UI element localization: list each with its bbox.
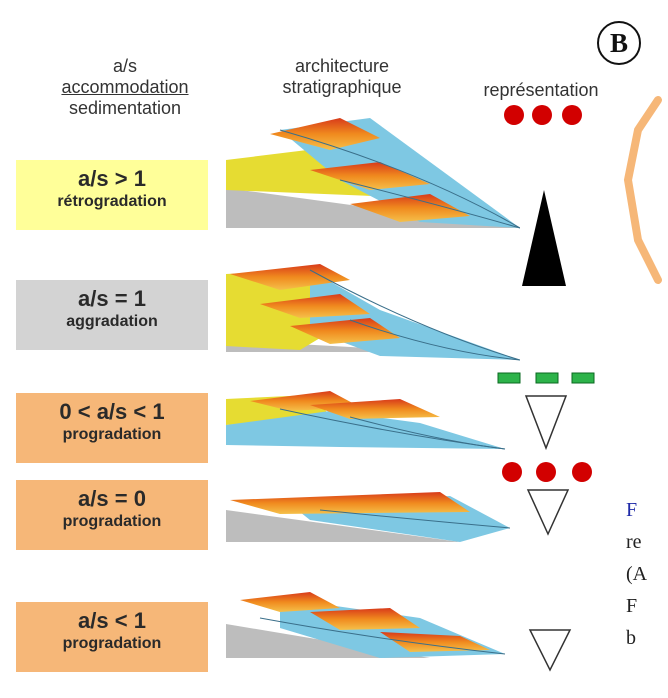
type-text: aggradation: [66, 313, 158, 330]
basement: [226, 510, 460, 542]
header-accommodation: a/s accommodation sedimentation: [40, 56, 210, 119]
header-architecture-line1: architecture: [294, 56, 390, 76]
red-dot-icon: [562, 105, 582, 125]
architecture-aggradation: [226, 264, 520, 361]
sediment-body: [310, 162, 430, 190]
strata-line: [279, 129, 520, 229]
sediment-body: [260, 294, 370, 318]
ratio-text: a/s < 1: [78, 608, 146, 633]
caption-fragment: F: [626, 499, 638, 521]
red-dot-icon: [572, 462, 592, 482]
sediment-body: [350, 194, 470, 222]
caption-fragment: F: [626, 595, 638, 617]
sediment-body: [310, 608, 420, 630]
hollow-triangle-icon: [528, 629, 572, 672]
architecture-progradation-3: [226, 592, 506, 658]
row-label-progradation-3: a/s < 1 progradation: [16, 602, 208, 672]
caption-fragment: re: [626, 531, 642, 553]
row-label-progradation-2: a/s = 0 progradation: [16, 480, 208, 550]
panel-badge: B: [597, 21, 641, 65]
red-dot-icon: [504, 105, 524, 125]
caption-fragment: (A: [626, 563, 648, 585]
orange-arc-decoration: [623, 96, 662, 284]
header-representation: représentation: [483, 80, 599, 100]
architecture-progradation-1: [226, 391, 506, 450]
type-text: progradation: [62, 426, 162, 443]
sediment-body: [240, 592, 340, 612]
strata-line: [309, 269, 520, 361]
row-label-retrogradation: a/s > 1 rétrogradation: [16, 160, 208, 230]
red-dot-icon: [536, 462, 556, 482]
strata-line: [319, 509, 510, 529]
ratio-text: 0 < a/s < 1: [59, 399, 165, 424]
architecture-progradation-2: [226, 492, 510, 542]
green-dash-icon: [535, 372, 559, 384]
ratio-text: a/s = 1: [78, 286, 146, 311]
black-triangle-icon: [522, 190, 566, 286]
type-text: progradation: [62, 513, 162, 530]
red-dot-icon: [532, 105, 552, 125]
water-wedge: [226, 411, 505, 449]
header-sedimentation-label: sedimentation: [68, 98, 182, 118]
header-as: a/s: [112, 56, 137, 76]
green-dash-icon: [497, 372, 521, 384]
row-label-progradation-1: 0 < a/s < 1 progradation: [16, 393, 208, 463]
green-dash-icon: [571, 372, 595, 384]
ratio-text: a/s = 0: [78, 486, 146, 511]
header-accommodation-label: accommodation: [61, 77, 189, 97]
caption-fragment: b: [626, 627, 636, 649]
architecture-retrogradation: [226, 118, 520, 229]
header-architecture-line2: stratigraphique: [282, 77, 402, 97]
strata-line: [349, 319, 520, 361]
sediment-body: [270, 118, 380, 150]
sediment-body: [310, 399, 440, 419]
row-label-aggradation: a/s = 1 aggradation: [16, 280, 208, 350]
hollow-triangle-icon: [526, 489, 570, 536]
red-dot-icon: [502, 462, 522, 482]
sediment-body: [230, 492, 470, 514]
strata-line: [349, 416, 506, 450]
sediment-body: [290, 318, 400, 344]
representation-column: [497, 105, 595, 672]
hollow-triangle-icon: [524, 395, 568, 451]
header-architecture: architecture stratigraphique: [252, 56, 432, 98]
ratio-text: a/s > 1: [78, 166, 146, 191]
strata-line: [259, 617, 506, 655]
sediment-body: [230, 264, 350, 290]
strata-line: [339, 179, 520, 229]
type-text: progradation: [62, 635, 162, 652]
type-text: rétrogradation: [57, 193, 167, 210]
sediment-body: [380, 632, 490, 652]
